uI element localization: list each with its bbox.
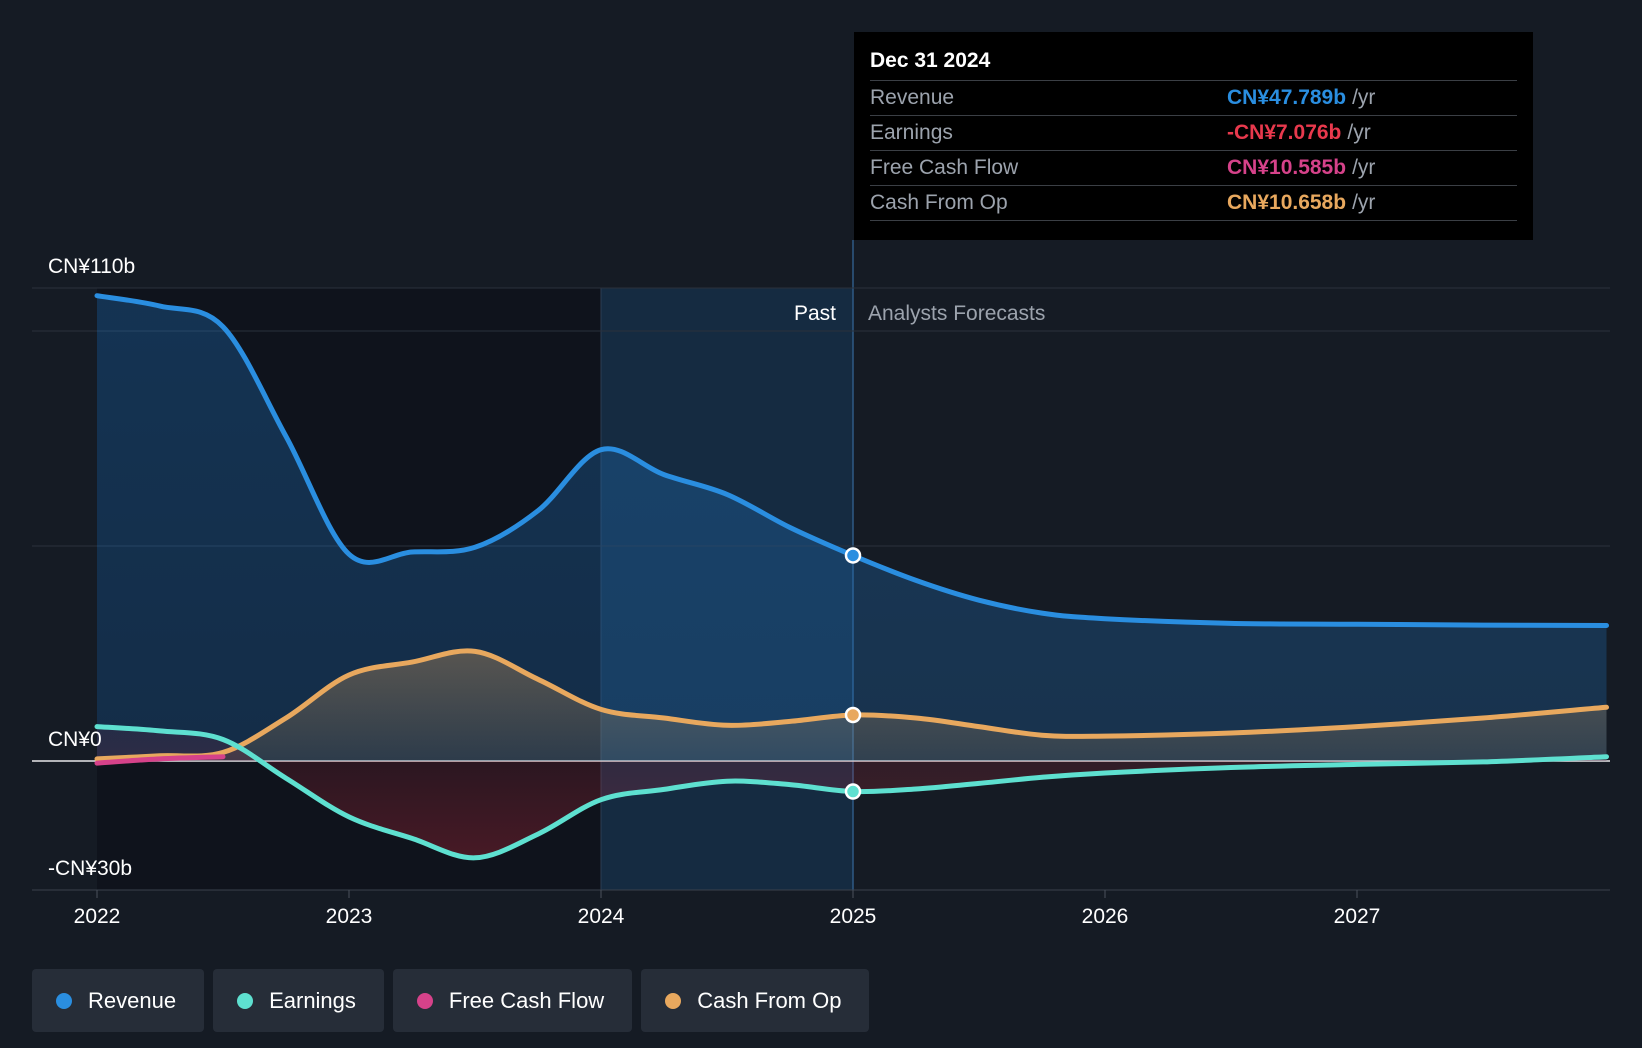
legend-label: Cash From Op: [697, 987, 842, 1013]
series-line-cash-from-op: [94, 648, 1609, 762]
x-axis-label: 2026: [1082, 905, 1129, 928]
legend-item-earnings[interactable]: Earnings: [213, 969, 384, 1032]
tooltip-value: CN¥10.585b: [1227, 156, 1347, 179]
y-axis-label: CN¥0: [48, 728, 102, 751]
legend-dot-icon: [665, 992, 682, 1009]
legend-dot-icon: [237, 992, 254, 1009]
past-label: Past: [794, 302, 836, 325]
forecast-label: Analysts Forecasts: [868, 302, 1045, 325]
tooltip-label: Cash From Op: [870, 191, 1008, 214]
tooltip-unit: /yr: [1347, 121, 1371, 144]
y-axis-label: -CN¥30b: [48, 857, 132, 880]
legend-item-revenue[interactable]: Revenue: [32, 969, 205, 1032]
legend-item-cash-from-op[interactable]: Cash From Op: [641, 969, 870, 1032]
tooltip-date: Dec 31 2024: [870, 49, 991, 72]
legend-label: Revenue: [88, 987, 177, 1013]
tooltip-row-revenue: Revenue CN¥47.789b /yr: [870, 80, 1517, 115]
marker-cash-from-op: [844, 706, 862, 724]
x-axis-label: 2023: [326, 905, 373, 928]
legend-label: Free Cash Flow: [448, 987, 605, 1013]
tooltip-label: Earnings: [870, 121, 953, 144]
tooltip-unit: /yr: [1352, 156, 1376, 179]
tooltip-row-free-cash-flow: Free Cash Flow CN¥10.585b /yr: [870, 150, 1517, 185]
x-axis-label: 2024: [578, 905, 625, 928]
x-axis-label: 2025: [830, 905, 877, 928]
area-earnings: [97, 726, 1607, 858]
tooltip-label: Revenue: [870, 86, 955, 109]
legend-label: Earnings: [269, 987, 356, 1013]
legend-dot-icon: [56, 992, 72, 1009]
series-line-earnings: [94, 724, 1609, 861]
x-axis-label: 2022: [74, 905, 121, 928]
tooltip-value: CN¥10.658b: [1227, 191, 1347, 214]
marker-earnings: [844, 783, 862, 800]
tooltip-label: Free Cash Flow: [870, 156, 1019, 179]
x-axis-label: 2027: [1334, 905, 1381, 928]
tooltip-value: -CN¥7.076b: [1227, 121, 1342, 144]
tooltip-unit: /yr: [1352, 191, 1376, 214]
tooltip-value: CN¥47.789b: [1227, 86, 1347, 109]
y-axis-label: CN¥110b: [48, 255, 135, 278]
legend: Revenue Earnings Free Cash Flow Cash Fro…: [32, 969, 870, 1032]
tooltip-unit: /yr: [1352, 86, 1376, 109]
area-revenue: [97, 295, 1607, 761]
series-line-free-cash-flow: [94, 754, 226, 766]
tooltip-row-cash-from-op: Cash From Op CN¥10.658b /yr: [870, 185, 1517, 221]
marker-revenue: [844, 547, 862, 564]
tooltip-panel: Dec 31 2024 Revenue CN¥47.789b /yr Earni…: [854, 32, 1533, 240]
legend-item-free-cash-flow[interactable]: Free Cash Flow: [392, 969, 633, 1032]
legend-dot-icon: [416, 992, 433, 1009]
series-line-revenue: [94, 293, 1609, 628]
tooltip-row-earnings: Earnings -CN¥7.076b /yr: [870, 115, 1517, 150]
